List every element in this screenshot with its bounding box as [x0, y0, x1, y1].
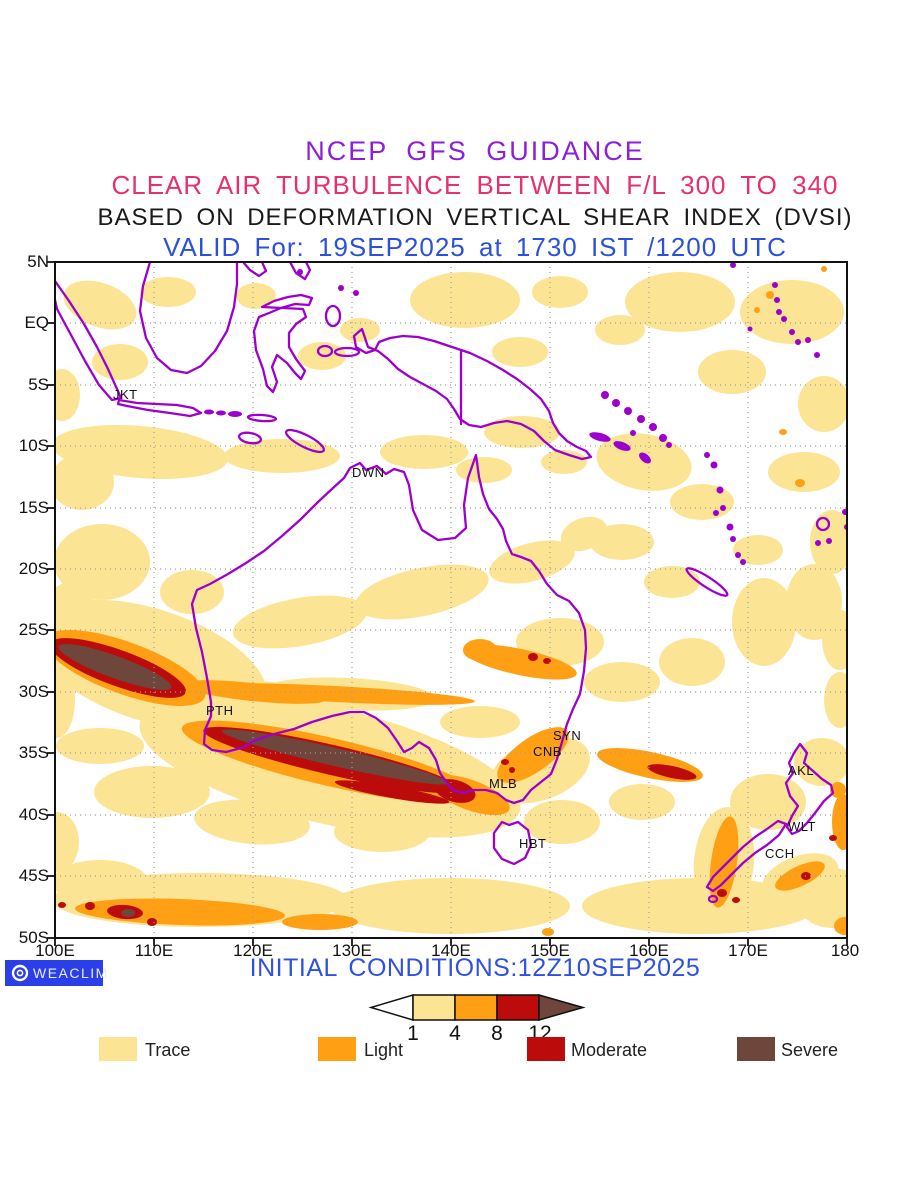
x-tick-140e: 140E	[431, 941, 471, 960]
logo-ring-icon	[11, 964, 29, 982]
valid-time-line: VALID For: 19SEP2025 at 1730 IST /1200 U…	[163, 232, 787, 262]
y-tick-30s: 30S	[18, 682, 49, 701]
coast-java	[116, 398, 203, 418]
city-label-wellington: WLT	[788, 819, 816, 834]
coast-top-islands	[288, 262, 312, 281]
coast-timor	[284, 428, 326, 454]
city-label-melbourne: MLB	[489, 776, 518, 791]
coast-borneo	[138, 262, 239, 375]
x-tick-100e: 100E	[35, 941, 75, 960]
legend-label-severe: Severe	[781, 1040, 839, 1060]
colorbar-tick-1: 1	[407, 1022, 419, 1045]
weaclim-logo-graphic	[5, 960, 103, 986]
x-tick-170e: 170E	[728, 941, 768, 960]
coast-new-guinea	[352, 327, 593, 461]
colorbar-tick-8: 8	[491, 1022, 503, 1045]
severe-fill-regions	[58, 644, 449, 917]
colorbar-severe-arrow	[538, 994, 586, 1021]
coast-mindanao-edge	[241, 262, 268, 278]
y-tick-10s: 10S	[18, 436, 49, 455]
legend-label-moderate: Moderate	[571, 1040, 648, 1060]
y-tick-35s: 35S	[18, 743, 49, 762]
legend-swatch-severe	[737, 1037, 775, 1061]
y-tick-5n: 5N	[27, 252, 49, 271]
y-tick-45s: 45S	[18, 866, 49, 885]
coast-tasmania	[492, 820, 533, 866]
coast-halmahera	[324, 304, 342, 328]
map-frame	[47, 261, 848, 946]
y-tick-15s: 15S	[18, 498, 49, 517]
city-label-hobart: HBT	[519, 836, 547, 851]
colorbar	[368, 993, 586, 1022]
x-tick-110e: 110E	[134, 941, 174, 960]
city-label-auckland: AKL	[788, 763, 815, 778]
coastlines	[55, 262, 847, 904]
legend-label-trace: Trace	[145, 1040, 191, 1060]
legend-label-light: Light	[364, 1040, 404, 1060]
city-label-sydney: SYN	[553, 728, 582, 743]
coast-sulawesi	[252, 293, 314, 394]
coast-buru	[316, 344, 334, 358]
y-tick-5s: 5S	[28, 375, 49, 394]
x-tick-120e: 120E	[233, 941, 273, 960]
colorbar-trace-box	[412, 994, 456, 1021]
coast-flores	[246, 413, 278, 423]
trace-fill-regions	[55, 272, 847, 934]
coast-new-caledonia	[685, 567, 729, 597]
y-tick-eq: EQ	[24, 313, 49, 332]
coast-sumatra	[55, 279, 123, 402]
city-label-christchurch: CCH	[765, 846, 795, 861]
island-dots	[204, 262, 847, 565]
coast-nz-north-island	[784, 742, 835, 836]
x-tick-130e: 130E	[332, 941, 372, 960]
coast-sumba	[237, 431, 263, 445]
y-tick-40s: 40S	[18, 805, 49, 824]
colorbar-left-arrow	[368, 993, 414, 1022]
subtitle-method: BASED ON DEFORMATION VERTICAL SHEAR INDE…	[97, 204, 853, 231]
initial-conditions-text: INITIAL CONDITIONS:12Z10SEP2025	[249, 954, 701, 982]
city-label-darwin: DWN	[352, 465, 385, 480]
x-tick-160e: 160E	[629, 941, 669, 960]
coast-seram	[333, 346, 361, 358]
y-tick-20s: 20S	[18, 559, 49, 578]
legend-swatch-trace	[99, 1037, 137, 1061]
legend-swatch-light	[318, 1037, 356, 1061]
page-title: NCEP GFS GUIDANCE	[305, 136, 645, 166]
weaclim-logo-text: WEACLIM	[33, 965, 109, 981]
x-tick-150e: 150E	[530, 941, 570, 960]
x-tick-180: 180	[830, 941, 860, 960]
coast-stewart-island	[707, 894, 719, 904]
colorbar-tick-4: 4	[449, 1022, 461, 1045]
coast-nz-south-island	[705, 819, 788, 893]
subtitle-turbulence: CLEAR AIR TURBULENCE BETWEEN F/L 300 TO …	[111, 170, 839, 200]
city-label-canberra: CNB	[533, 744, 562, 759]
coast-fiji	[815, 516, 831, 532]
y-tick-25s: 25S	[18, 620, 49, 639]
colorbar-light-box	[454, 994, 498, 1021]
colorbar-moderate-box	[496, 994, 540, 1021]
y-tick-50s: 50S	[18, 928, 49, 947]
city-label-jakarta: JKT	[113, 387, 138, 402]
legend-swatch-moderate	[527, 1037, 565, 1061]
city-label-perth: PTH	[206, 703, 234, 718]
coast-australia	[190, 453, 588, 805]
